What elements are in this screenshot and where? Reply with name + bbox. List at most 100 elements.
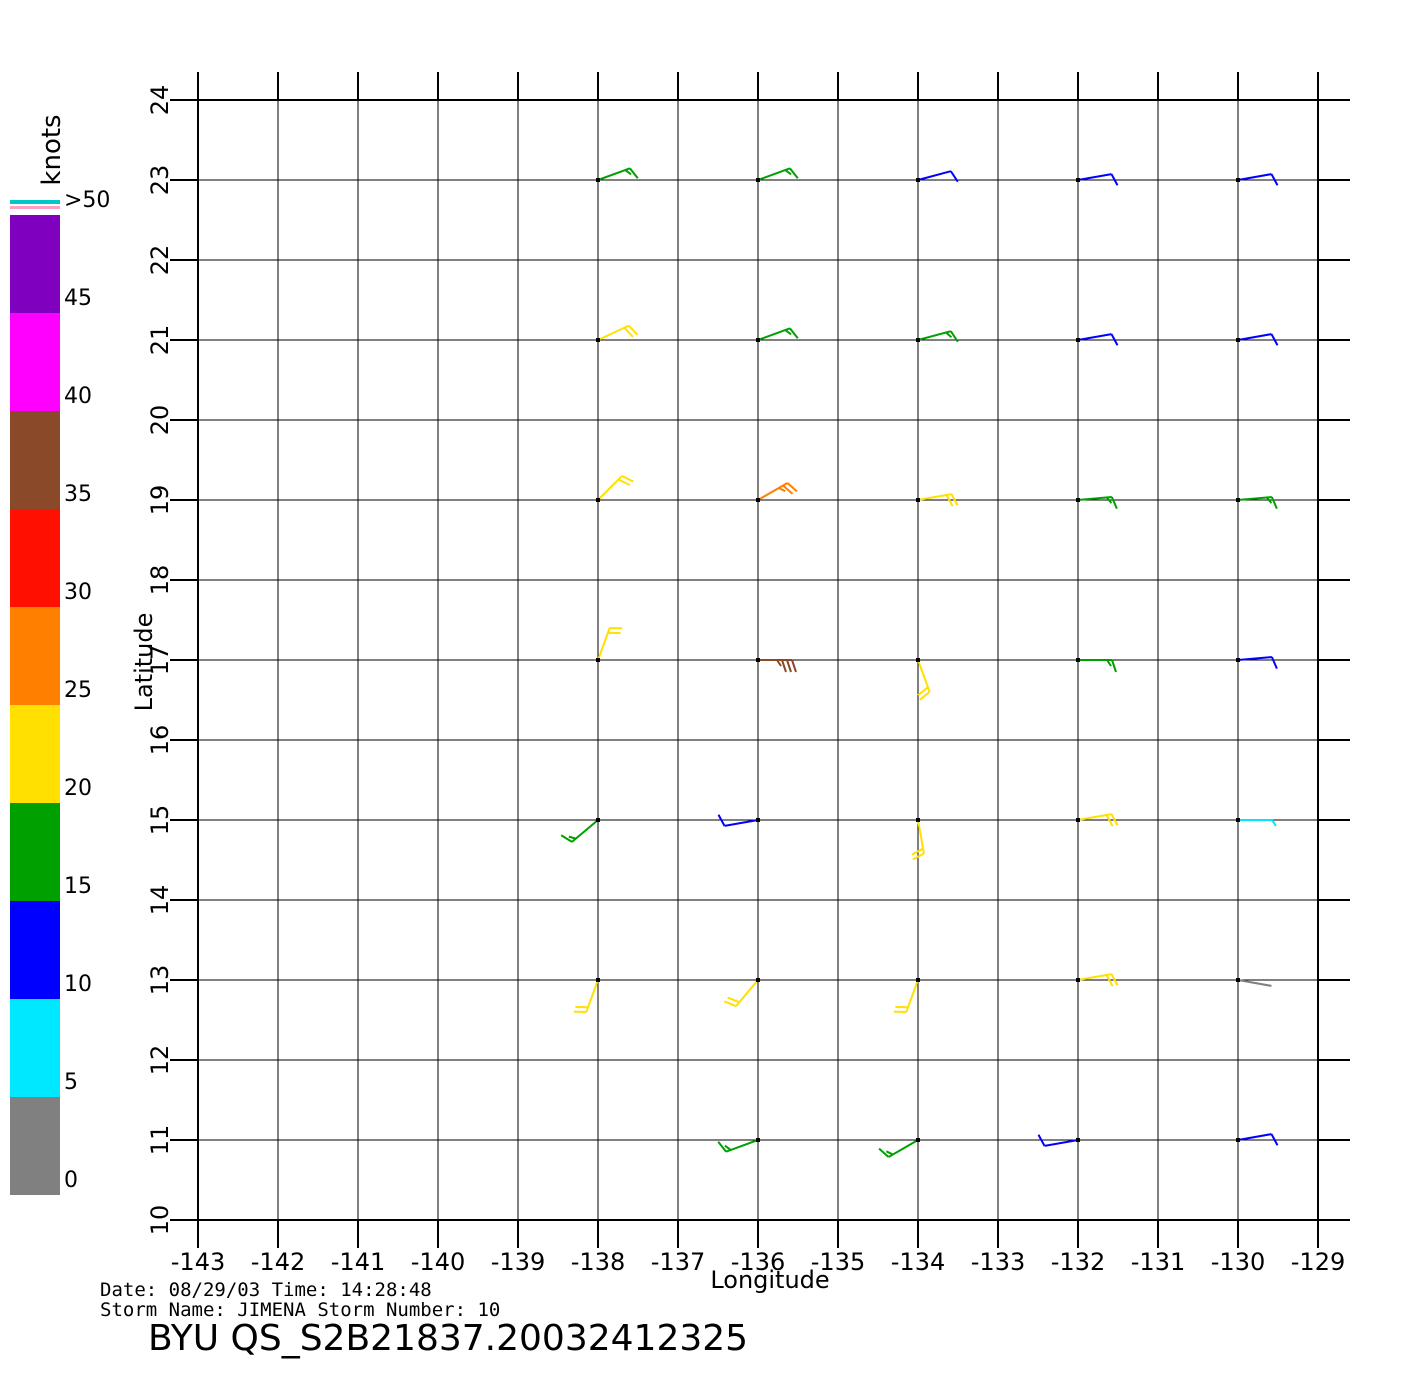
barb-shaft (917, 493, 952, 501)
barb-shaft (597, 627, 611, 661)
wind-barb (1076, 173, 1119, 186)
barb-station (916, 498, 920, 502)
wind-barb (893, 978, 920, 1013)
barb-station (1076, 818, 1080, 822)
barb-feather (784, 169, 792, 176)
wind-barb (1076, 973, 1119, 987)
x-tick-label: -130 (1211, 1248, 1265, 1276)
barb-station (916, 978, 920, 982)
colorbar-tick-label: 0 (64, 1168, 78, 1193)
wind-barb (1236, 656, 1278, 670)
wind-barb (1076, 658, 1117, 673)
barb-feather (1105, 814, 1114, 827)
barb-station (756, 178, 760, 182)
y-tick-label: 11 (146, 1125, 174, 1156)
barb-feather (628, 324, 639, 336)
x-tick-label: -134 (891, 1248, 945, 1276)
wind-barb (756, 482, 798, 502)
wind-barb (596, 627, 623, 662)
barb-station (1236, 818, 1240, 822)
barb-feather (789, 167, 799, 179)
barb-station (916, 818, 920, 822)
barb-station (596, 658, 600, 662)
x-tick-label: -132 (1051, 1248, 1105, 1276)
wind-barb (596, 324, 639, 342)
colorbar-cap (10, 206, 60, 209)
barb-feather (1270, 1133, 1279, 1146)
y-tick-label: 16 (146, 725, 174, 756)
colorbar-segment (10, 901, 60, 999)
colorbar-segment (10, 215, 60, 313)
barb-shaft (917, 330, 952, 341)
barb-feather (1110, 813, 1119, 826)
barb-feather (623, 327, 634, 338)
barb-station (916, 178, 920, 182)
barb-feather (1270, 656, 1278, 670)
y-tick-label: 13 (146, 965, 174, 996)
colorbar-tick-label: 30 (64, 580, 92, 605)
colorbar-segment (10, 1097, 60, 1195)
barb-shaft (1237, 656, 1272, 661)
barb-feather (618, 478, 631, 487)
barb-feather (1037, 1134, 1046, 1147)
colorbar-tick-label: 25 (64, 678, 92, 703)
barb-feather (1110, 173, 1119, 186)
x-tick-label: -139 (491, 1248, 545, 1276)
barb-feather (1110, 496, 1118, 510)
wind-barb (724, 978, 760, 1007)
barb-feather (917, 686, 929, 696)
wind-barb (916, 330, 959, 343)
wind-barb (1236, 1133, 1279, 1146)
colorbar-tick-label: 35 (64, 482, 92, 507)
y-tick-label: 20 (146, 405, 174, 436)
barb-shaft (1237, 333, 1272, 341)
barb-shaft (597, 324, 630, 341)
barb-feather (1106, 659, 1112, 667)
x-tick-label: -129 (1291, 1248, 1345, 1276)
barb-feather (950, 330, 959, 343)
barb-shaft (1077, 813, 1112, 821)
x-tick-label: -133 (971, 1248, 1025, 1276)
barb-feather (724, 1000, 737, 1007)
colorbar-segment (10, 999, 60, 1097)
wind-barb (916, 658, 931, 701)
barb-station (596, 498, 600, 502)
barb-shaft (1237, 496, 1272, 501)
barb-feather (1106, 496, 1113, 504)
barb-shaft (597, 167, 631, 181)
barb-shaft (597, 475, 623, 501)
wind-barb (573, 978, 600, 1013)
y-tick-label: 14 (146, 885, 174, 916)
colorbar-tick-label: 20 (64, 776, 92, 801)
y-tick-label: 12 (146, 1045, 174, 1076)
barb-shaft (917, 659, 931, 693)
barb-feather (1105, 974, 1114, 987)
barb-station (596, 338, 600, 342)
barb-feather (945, 494, 954, 507)
wind-barb (916, 493, 959, 507)
barb-feather (919, 691, 931, 701)
y-tick-label: 17 (146, 645, 174, 676)
barb-station (916, 658, 920, 662)
barb-feather (1111, 659, 1117, 673)
barb-feather (781, 659, 787, 673)
barb-feather (776, 659, 782, 667)
barb-station (756, 658, 760, 662)
wind-barb (596, 475, 634, 502)
barb-feather (784, 329, 792, 336)
colorbar-segment (10, 313, 60, 411)
wind-barb (756, 167, 799, 182)
barb-station (596, 818, 600, 822)
x-tick-label: -138 (571, 1248, 625, 1276)
y-tick-label: 10 (146, 1205, 174, 1236)
wind-barb (560, 818, 600, 843)
barb-station (756, 338, 760, 342)
barb-feather (950, 493, 959, 506)
barb-station (1076, 178, 1080, 182)
wind-barb (1236, 818, 1277, 827)
barb-feather (1110, 973, 1119, 986)
wind-barb (717, 814, 760, 827)
barb-feather (950, 170, 959, 183)
barb-station (1076, 1138, 1080, 1142)
barb-station (756, 818, 760, 822)
